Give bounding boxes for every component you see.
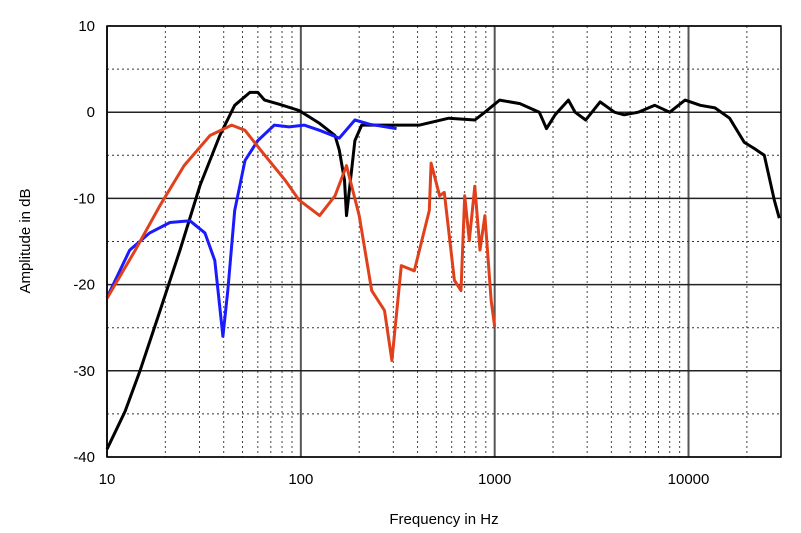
x-tick-label: 10 <box>99 471 116 488</box>
x-tick-label: 10000 <box>668 471 710 488</box>
y-tick-label: 10 <box>78 18 95 35</box>
x-axis-label: Frequency in Hz <box>389 511 498 528</box>
series-line-red <box>105 123 497 362</box>
series-line-blue <box>105 118 397 338</box>
y-tick-label: 0 <box>87 104 95 121</box>
y-tick-label: -20 <box>73 277 95 294</box>
y-tick-label: -10 <box>73 190 95 207</box>
series-lines <box>105 90 781 450</box>
x-tick-label: 100 <box>288 471 313 488</box>
y-axis-label: Amplitude in dB <box>17 188 34 293</box>
y-tick-label: -40 <box>73 449 95 466</box>
x-tick-label: 1000 <box>478 471 511 488</box>
series-line-black <box>105 90 781 450</box>
y-tick-label: -30 <box>73 363 95 380</box>
plot-frame <box>106 25 782 458</box>
